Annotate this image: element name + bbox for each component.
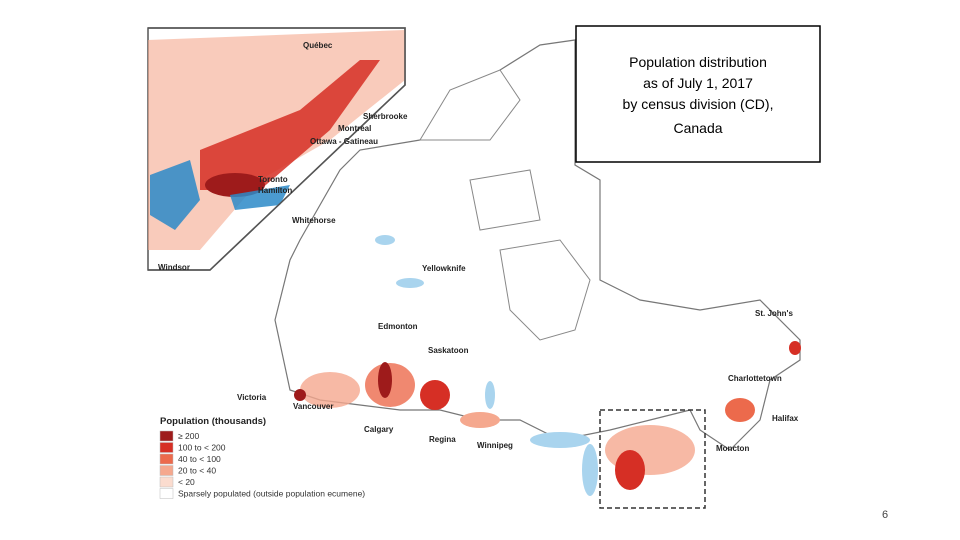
islands	[419, 69, 541, 231]
lake	[375, 235, 395, 245]
lake	[485, 381, 495, 409]
city-label: St. John's	[755, 309, 793, 318]
city-label: Sherbrooke	[363, 112, 408, 121]
legend-swatch	[159, 465, 174, 476]
legend-label: < 20	[178, 477, 195, 487]
city-label: Charlottetown	[728, 374, 782, 383]
title-line: by census division (CD),	[623, 96, 774, 112]
city-label: Victoria	[237, 393, 267, 402]
populated-areas	[294, 341, 801, 490]
city-label: Halifax	[772, 414, 799, 423]
legend-swatch	[159, 442, 174, 453]
legend-label: ≥ 200	[178, 431, 199, 441]
city-label: Saskatoon	[428, 346, 469, 355]
city-label: Edmonton	[378, 322, 418, 331]
page-number: 6	[882, 509, 888, 521]
hudson-bay	[499, 239, 591, 341]
legend: Population (thousands) ≥ 200 100 to < 200…	[159, 416, 365, 499]
legend-swatch	[159, 488, 174, 499]
city-label: Québec	[303, 41, 333, 50]
inset-areas	[148, 30, 405, 250]
inset-frame	[148, 27, 406, 271]
city-label: Hamilton	[258, 186, 292, 195]
legend-swatch	[159, 453, 174, 465]
city-label: Ottawa - Gatineau	[310, 137, 378, 146]
city-label: Winnipeg	[477, 441, 513, 450]
inset-locator	[599, 409, 706, 509]
city-label: Yellowknife	[422, 264, 466, 273]
city-label: Whitehorse	[292, 216, 336, 225]
lake	[530, 432, 590, 448]
legend-label: Sparsely populated (outside population e…	[178, 489, 365, 499]
city-label: Toronto	[258, 175, 288, 184]
title-line: Canada	[673, 120, 722, 136]
city-label: Calgary	[364, 425, 394, 434]
legend-label: 100 to < 200	[178, 443, 226, 453]
legend-label: 20 to < 40	[178, 466, 216, 476]
legend-title: Population (thousands)	[160, 416, 266, 427]
legend-label: 40 to < 100	[178, 454, 221, 464]
title-line: Population distribution	[629, 54, 767, 70]
title-line: as of July 1, 2017	[643, 75, 753, 91]
legend-swatch	[159, 430, 174, 442]
lake	[582, 444, 598, 496]
city-label: Windsor	[158, 263, 190, 272]
title-box	[575, 25, 821, 163]
city-label: Montreal	[338, 124, 371, 133]
city-label: Vancouver	[293, 402, 333, 411]
legend-swatch	[159, 476, 174, 488]
city-label: Regina	[429, 435, 456, 444]
lake	[396, 278, 424, 288]
city-label: Moncton	[716, 444, 749, 453]
